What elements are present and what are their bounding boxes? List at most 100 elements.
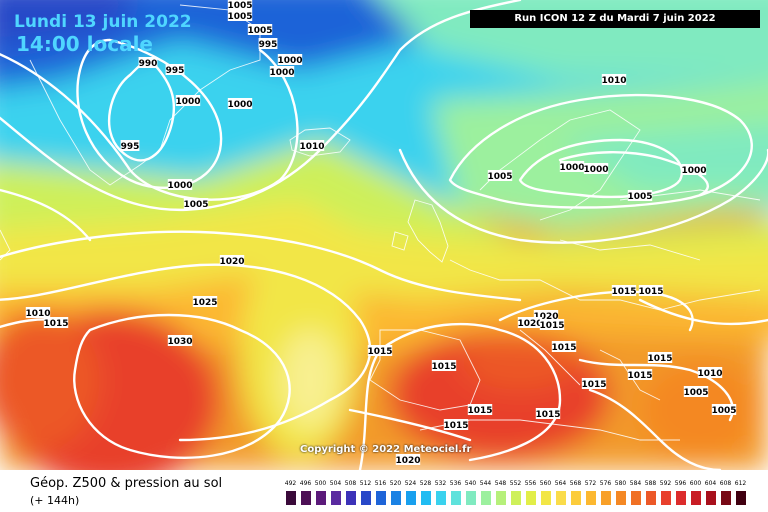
isobar-label-bg — [627, 369, 653, 380]
isobar-label: 1005 — [487, 172, 512, 182]
scale-swatch — [375, 490, 387, 506]
scale-swatch — [300, 490, 312, 506]
scale-label: 584 — [629, 480, 642, 487]
isobar-label-bg — [487, 170, 513, 181]
valid-time: 14:00 locale — [16, 32, 153, 56]
isobar-label: 995 — [121, 142, 140, 152]
isobar-label-bg — [443, 419, 469, 430]
isobar-label: 1000 — [583, 165, 608, 175]
isobar-label: 1000 — [681, 166, 706, 176]
isobar-label-bg — [247, 24, 273, 35]
isobar-label: 1015 — [443, 421, 468, 431]
scale-label: 532 — [434, 480, 447, 487]
isobar-label-bg — [43, 317, 69, 328]
forecast-lead-time: (+ 144h) — [30, 494, 80, 507]
scale-swatch — [450, 490, 462, 506]
scale-label: 604 — [704, 480, 717, 487]
isobar-label-bg — [681, 164, 707, 175]
scale-swatch — [720, 490, 732, 506]
scale-label: 508 — [344, 480, 357, 487]
scale-label: 596 — [674, 480, 687, 487]
isobar-label-bg — [227, 10, 253, 21]
isobar-label-bg — [539, 319, 565, 330]
scale-swatch — [360, 490, 372, 506]
isobar-label: 1000 — [167, 181, 192, 191]
isobar-label: 1015 — [43, 319, 68, 329]
copyright-notice: Copyright © 2022 Meteociel.fr — [300, 444, 472, 455]
isobar-label: 1005 — [711, 406, 736, 416]
scale-swatch — [330, 490, 342, 506]
isobar-label: 1015 — [551, 343, 576, 353]
scale-swatch — [525, 490, 537, 506]
scale-swatch — [570, 490, 582, 506]
scale-swatch — [390, 490, 402, 506]
scale-swatch — [435, 490, 447, 506]
scale-swatch — [405, 490, 417, 506]
isobar-label-bg — [647, 352, 673, 363]
scale-swatch — [420, 490, 432, 506]
isobar-label: 1005 — [227, 1, 252, 11]
isobar-label: 1000 — [227, 100, 252, 110]
isobar-label: 1000 — [175, 97, 200, 107]
scale-label: 536 — [449, 480, 462, 487]
isobar-label: 1015 — [581, 380, 606, 390]
isobar-label-bg — [227, 0, 253, 10]
isobar-label-bg — [601, 74, 627, 85]
scale-label: 588 — [644, 480, 657, 487]
scale-swatch — [735, 490, 747, 506]
scale-label: 544 — [479, 480, 492, 487]
isobar-label-bg — [627, 190, 653, 201]
isobar-label-bg — [611, 285, 637, 296]
isobar-label: 1015 — [638, 287, 663, 297]
isobar-label-bg — [517, 317, 543, 328]
isobar-label: 1005 — [227, 12, 252, 22]
isobar-label: 1015 — [611, 287, 636, 297]
scale-swatch — [705, 490, 717, 506]
isobar-label-bg — [711, 404, 737, 415]
isobar-label: 1010 — [601, 76, 626, 86]
isobar-label: 1020 — [533, 312, 558, 322]
isobar-label: 1015 — [535, 410, 560, 420]
isobar-label: 1005 — [627, 192, 652, 202]
isobar-label: 1005 — [183, 200, 208, 210]
scale-swatch — [480, 490, 492, 506]
isobar-label-bg — [683, 386, 709, 397]
scale-label: 600 — [689, 480, 702, 487]
isobar-label: 1015 — [431, 362, 456, 372]
scale-label: 564 — [554, 480, 567, 487]
isobar-label-bg — [697, 367, 723, 378]
isobar-label-bg — [299, 140, 325, 151]
isobar-label-bg — [535, 408, 561, 419]
scale-label: 552 — [509, 480, 522, 487]
isobar-label-bg — [638, 285, 664, 296]
scale-swatch — [315, 490, 327, 506]
isobar-label: 1020 — [517, 319, 542, 329]
scale-swatch — [630, 490, 642, 506]
isobar-label-bg — [395, 454, 421, 465]
scale-swatch — [465, 490, 477, 506]
valid-date: Lundi 13 juin 2022 — [14, 12, 192, 32]
isobar-label: 995 — [166, 66, 185, 76]
scale-label: 580 — [614, 480, 627, 487]
isobar-label-bg — [269, 66, 295, 77]
scale-label: 504 — [329, 480, 342, 487]
isobar-label: 1010 — [299, 142, 324, 152]
isobar-label: 1030 — [167, 337, 192, 347]
scale-label: 540 — [464, 480, 477, 487]
scale-swatch — [510, 490, 522, 506]
scale-swatch — [600, 490, 612, 506]
scale-swatch — [540, 490, 552, 506]
scale-swatch — [345, 490, 357, 506]
isobar-lines — [0, 0, 768, 470]
scale-label: 524 — [404, 480, 417, 487]
isobar-label: 1015 — [647, 354, 672, 364]
isobar-label: 1000 — [269, 68, 294, 78]
isobar-label: 1000 — [277, 56, 302, 66]
legend-footer: Géop. Z500 & pression au sol (+ 144h) 49… — [0, 470, 768, 512]
scale-swatch — [660, 490, 672, 506]
scale-swatch — [555, 490, 567, 506]
isobar-label-bg — [192, 296, 218, 307]
isobar-label: 1015 — [467, 406, 492, 416]
